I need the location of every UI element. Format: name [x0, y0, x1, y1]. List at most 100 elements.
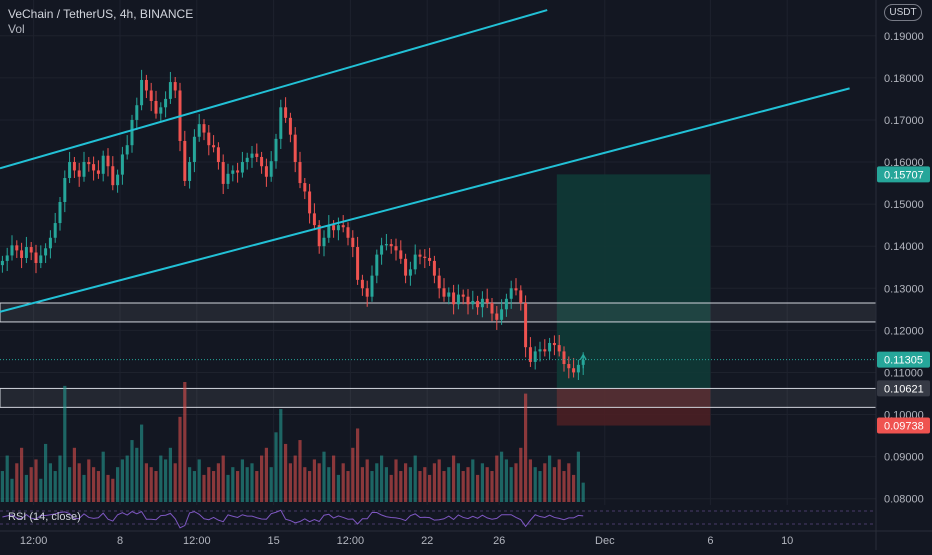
candle-body [380, 245, 384, 255]
volume-bar [0, 471, 4, 502]
volume-bar [476, 474, 480, 502]
price-label-target: 0.15707 [884, 169, 924, 181]
volume-bar [77, 463, 81, 502]
volume-bar [236, 471, 240, 502]
price-label-last: 0.11305 [884, 355, 923, 367]
volume-bar [44, 443, 48, 502]
volume-bar [159, 455, 163, 502]
candle-body [264, 166, 268, 177]
candle-body [428, 257, 432, 261]
currency-button[interactable]: USDT [884, 4, 922, 21]
volume-bar [173, 463, 177, 502]
volume-bar [346, 471, 350, 502]
candle-body [351, 237, 355, 248]
volume-bar [192, 471, 196, 502]
rsi-label[interactable]: RSI (14, close) [8, 511, 81, 523]
profit-zone [556, 174, 711, 389]
rsi-line [2, 509, 584, 529]
volume-bar [312, 459, 316, 502]
candle-body [442, 288, 446, 297]
volume-label[interactable]: Vol [8, 22, 25, 36]
volume-bar [394, 459, 398, 502]
candle-body [5, 255, 9, 261]
volume-bar [29, 467, 33, 502]
volume-bar [447, 467, 451, 502]
volume-bar [370, 471, 374, 502]
candle-body [413, 254, 417, 270]
volume-bar [533, 467, 537, 502]
candle-body [111, 166, 115, 186]
candle-body [447, 292, 451, 297]
candle-body [164, 98, 168, 108]
volume-bar [168, 447, 172, 502]
x-tick-label: 8 [117, 535, 123, 547]
volume-bar [466, 467, 470, 502]
candle-body [34, 252, 38, 264]
x-tick-label: 12:00 [337, 535, 365, 547]
volume-bar [437, 459, 441, 502]
symbol-title[interactable]: VeChain / TetherUS, 4h, BINANCE [8, 7, 194, 21]
volume-bar [404, 463, 408, 502]
channel-line-1 [0, 87, 850, 313]
volume-bar [538, 471, 542, 502]
candle-body [125, 145, 129, 155]
y-tick-label: 0.11000 [884, 367, 923, 379]
candle-body [240, 162, 244, 173]
candle-body [336, 225, 340, 231]
volume-bar [216, 463, 220, 502]
candle-body [279, 107, 283, 139]
candle-body [24, 247, 28, 258]
zone-0 [0, 302, 877, 323]
candle-body [572, 368, 576, 373]
y-tick-label: 0.15000 [884, 199, 924, 211]
candle-body [562, 351, 566, 365]
volume-bar [418, 471, 422, 502]
candle-body [173, 82, 177, 91]
candle-body [317, 225, 321, 247]
y-tick-label: 0.09000 [884, 452, 924, 464]
candle-body [140, 79, 144, 106]
candle-body [120, 154, 124, 175]
candle-body [375, 254, 379, 276]
volume-bar [5, 455, 9, 502]
candle-body [476, 300, 480, 308]
candle-body [490, 303, 494, 314]
volume-bar [548, 455, 552, 502]
volume-bar [125, 455, 129, 502]
x-tick-label: 26 [493, 535, 505, 547]
x-tick-label: 12:00 [183, 535, 211, 547]
volume-bar [106, 474, 110, 502]
volume-bar [87, 459, 91, 502]
candle-body [332, 225, 336, 231]
candle-body [284, 107, 288, 118]
candle-body [504, 298, 508, 310]
candle-body [365, 288, 369, 297]
volume-bar [188, 467, 192, 502]
candle-body [356, 247, 360, 280]
candle-body [183, 140, 187, 181]
volume-bar [360, 467, 364, 502]
volume-bar [120, 459, 124, 502]
candle-body [216, 147, 220, 163]
candle-body [308, 191, 312, 214]
candle-body [44, 248, 48, 256]
volume-bar [279, 409, 283, 502]
candle-body [207, 132, 211, 146]
x-tick-label: 6 [707, 535, 713, 547]
volume-bar [514, 463, 518, 502]
volume-bar [53, 471, 57, 502]
x-tick-label: 15 [267, 535, 279, 547]
candle-body [480, 298, 484, 308]
volume-bar [524, 393, 528, 502]
volume-bar [413, 455, 417, 502]
candle-body [39, 255, 43, 264]
volume-bar [456, 463, 460, 502]
volume-bar [202, 474, 206, 502]
candle-body [58, 202, 62, 224]
candle-body [221, 162, 225, 184]
candle-body [485, 298, 489, 303]
y-tick-label: 0.08000 [884, 494, 924, 506]
candle-body [471, 300, 475, 305]
